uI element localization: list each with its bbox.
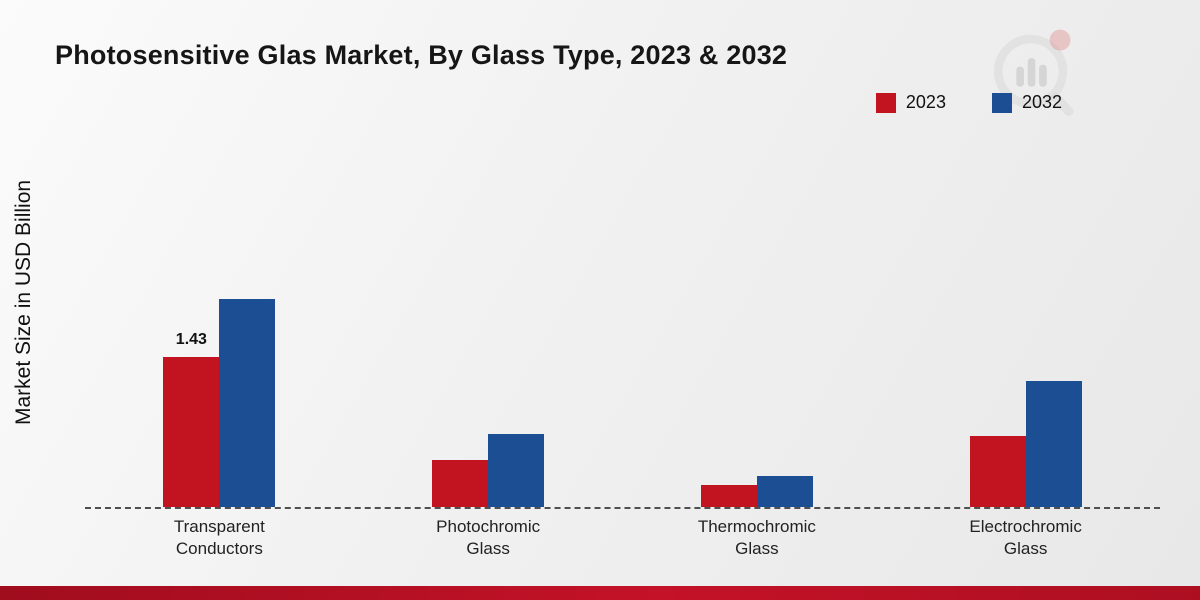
bar-2032-3 bbox=[756, 476, 813, 507]
bar-group bbox=[969, 381, 1082, 507]
legend: 2023 2032 bbox=[875, 92, 1062, 113]
bar-2032-2 bbox=[488, 434, 545, 507]
category-label: Transparent Conductors bbox=[173, 517, 265, 559]
brand-logo-watermark bbox=[994, 29, 1074, 117]
category-label: Electrochromic Glass bbox=[969, 517, 1082, 559]
bar-value-label: 1.43 bbox=[175, 331, 207, 348]
y-axis-label: Market Size in USD Billion bbox=[12, 179, 35, 425]
bar-2023-2 bbox=[432, 460, 489, 507]
bar-group bbox=[432, 434, 545, 507]
bar-group bbox=[700, 476, 813, 507]
legend-item-2032: 2032 bbox=[991, 92, 1062, 113]
bar-2023-4 bbox=[969, 436, 1026, 507]
legend-label: 2023 bbox=[905, 92, 946, 112]
legend-label: 2032 bbox=[1021, 92, 1062, 112]
bar-2023-3 bbox=[700, 485, 757, 507]
category-labels: Transparent Conductors Photochromic Glass… bbox=[85, 516, 1160, 560]
legend-swatch bbox=[875, 92, 896, 113]
bar-2032-1 bbox=[219, 299, 276, 507]
legend-swatch bbox=[991, 92, 1012, 113]
bar-2023-1: 1.43 bbox=[163, 331, 220, 507]
footer-accent-strip bbox=[0, 586, 1200, 600]
bar-2032-4 bbox=[1025, 381, 1082, 507]
legend-item-2023: 2023 bbox=[875, 92, 946, 113]
category-label: Photochromic Glass bbox=[436, 517, 541, 559]
bar-group: 1.43 bbox=[163, 299, 276, 507]
category-label: Thermochromic Glass bbox=[697, 517, 816, 559]
plot-area: 1.43 bbox=[85, 140, 1160, 509]
chart-title: Photosensitive Glas Market, By Glass Typ… bbox=[55, 40, 788, 70]
